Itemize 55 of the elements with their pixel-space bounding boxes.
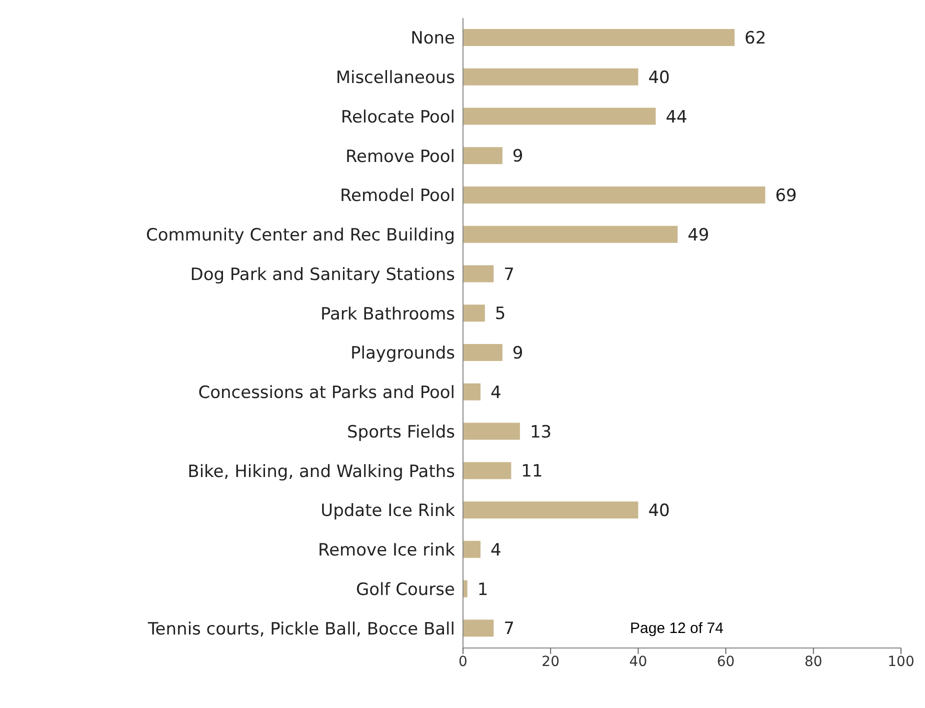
y-tick-label: Community Center and Rec Building: [146, 226, 455, 246]
y-tick-label: Playgrounds: [350, 344, 456, 364]
x-tick-label: 20: [542, 654, 560, 670]
data-label: 7: [504, 619, 514, 640]
bar: [463, 344, 502, 362]
bar: [463, 186, 766, 204]
data-label: 44: [666, 107, 688, 128]
y-tick-label: Sports Fields: [347, 422, 456, 442]
data-label: 13: [530, 422, 552, 442]
x-tick-label: 0: [458, 654, 468, 670]
y-tick-label: Update Ice Rink: [320, 501, 456, 522]
bar: [463, 68, 638, 86]
y-tick-label: Miscellaneous: [336, 68, 456, 88]
bar: [463, 502, 638, 519]
bar: [463, 462, 512, 480]
y-tick-label: Park Bathrooms: [320, 304, 456, 324]
data-label: 9: [512, 146, 524, 167]
y-tick-label: Concessions at Parks and Pool: [198, 383, 455, 404]
data-label: 11: [521, 462, 543, 482]
bar: [463, 304, 485, 322]
y-tick-label: Bike, Hiking, and Walking Paths: [188, 462, 456, 482]
data-label: 1: [477, 580, 488, 600]
y-tick-label: Golf Course: [356, 580, 455, 600]
y-tick-label: Remodel Pool: [340, 186, 455, 206]
x-tick-label: 100: [888, 654, 914, 670]
data-label: 40: [648, 68, 670, 88]
bar: [463, 108, 656, 125]
data-label: 40: [648, 501, 670, 522]
data-label: 49: [688, 225, 710, 246]
bar: [463, 383, 481, 400]
x-tick-label: 60: [716, 654, 735, 670]
data-label: 62: [744, 28, 766, 49]
x-tick-label: 40: [629, 654, 648, 670]
data-label: 69: [775, 186, 797, 206]
y-tick-label: Relocate Pool: [340, 107, 455, 128]
y-tick-label: None: [410, 28, 455, 49]
data-label: 7: [504, 264, 514, 285]
x-tick-label: 80: [804, 654, 822, 670]
bar: [463, 620, 494, 637]
bar: [463, 540, 481, 558]
bar: [463, 226, 678, 243]
bar: [463, 29, 735, 46]
y-tick-label: Remove Ice rink: [318, 540, 456, 561]
data-label: 4: [490, 540, 502, 560]
bar: [463, 265, 494, 282]
data-label: 9: [512, 344, 524, 364]
data-label: 5: [494, 304, 506, 324]
bar: [463, 580, 468, 598]
bar: [463, 422, 520, 440]
annotation: Page 12 of 74: [630, 620, 724, 637]
y-tick-label: Remove Pool: [345, 146, 455, 167]
data-label: 4: [490, 382, 502, 403]
y-tick-label: Dog Park and Sanitary Stations: [190, 264, 456, 285]
y-tick-label: Tennis courts, Pickle Ball, Bocce Ball: [146, 619, 455, 640]
bar: [463, 147, 502, 164]
